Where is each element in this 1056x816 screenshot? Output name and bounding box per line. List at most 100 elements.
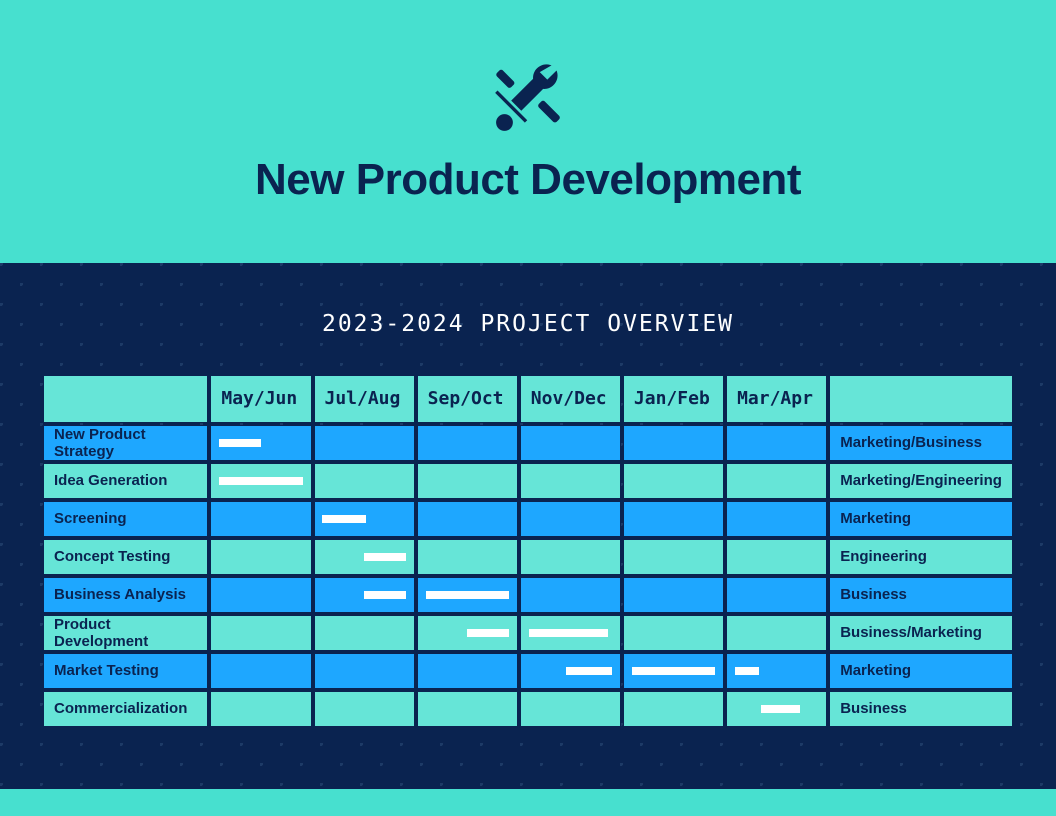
gantt-cell — [210, 577, 311, 613]
gantt-header-dept — [829, 375, 1013, 423]
gantt-cell — [210, 463, 311, 499]
gantt-cell — [210, 615, 311, 651]
gantt-dept-label: Engineering — [829, 539, 1013, 575]
gantt-cell — [623, 425, 724, 461]
gantt-cell — [417, 653, 518, 689]
gantt-cell — [726, 615, 827, 651]
gantt-dept-label: Marketing/Business — [829, 425, 1013, 461]
gantt-cell — [623, 539, 724, 575]
gantt-phase-label: Commercialization — [43, 691, 208, 727]
gantt-dept-label: Business/Marketing — [829, 615, 1013, 651]
gantt-cell — [314, 501, 415, 537]
gantt-bar — [219, 477, 302, 485]
gantt-bar — [467, 629, 509, 637]
gantt-phase-label: Market Testing — [43, 653, 208, 689]
gantt-row: Market Testing Marketing — [43, 653, 1013, 689]
gantt-row: Product Development Business/Marketing — [43, 615, 1013, 651]
gantt-cell — [520, 425, 621, 461]
gantt-cell — [623, 463, 724, 499]
gantt-cell — [726, 653, 827, 689]
gantt-cell — [417, 425, 518, 461]
gantt-cell — [726, 463, 827, 499]
gantt-header-month: Nov/Dec — [520, 375, 621, 423]
gantt-row: Idea Generation Marketing/Engineering — [43, 463, 1013, 499]
gantt-dept-label: Marketing — [829, 653, 1013, 689]
gantt-dept-label: Marketing — [829, 501, 1013, 537]
gantt-header-month: Mar/Apr — [726, 375, 827, 423]
gantt-row: Business Analysis Business — [43, 577, 1013, 613]
gantt-cell — [520, 653, 621, 689]
gantt-cell — [314, 615, 415, 651]
gantt-dept-label: Business — [829, 577, 1013, 613]
gantt-cell — [210, 425, 311, 461]
gantt-row: Screening Marketing — [43, 501, 1013, 537]
gantt-bar — [219, 439, 261, 447]
gantt-cell — [417, 501, 518, 537]
gantt-cell — [417, 615, 518, 651]
gantt-cell — [726, 539, 827, 575]
gantt-phase-label: Idea Generation — [43, 463, 208, 499]
gantt-cell — [520, 615, 621, 651]
gantt-dept-label: Business — [829, 691, 1013, 727]
gantt-bar — [364, 553, 406, 561]
gantt-phase-label: Business Analysis — [43, 577, 208, 613]
gantt-cell — [623, 653, 724, 689]
page-title: New Product Development — [255, 155, 801, 205]
gantt-cell — [726, 501, 827, 537]
gantt-bar — [632, 667, 715, 675]
gantt-cell — [726, 691, 827, 727]
gantt-row: Concept Testing Engineering — [43, 539, 1013, 575]
gantt-phase-label: New Product Strategy — [43, 425, 208, 461]
gantt-cell — [314, 653, 415, 689]
gantt-cell — [520, 463, 621, 499]
header-band: New Product Development — [0, 0, 1056, 263]
gantt-row: Commercialization Business — [43, 691, 1013, 727]
gantt-row: New Product Strategy Marketing/Business — [43, 425, 1013, 461]
gantt-cell — [210, 691, 311, 727]
gantt-header-phase — [43, 375, 208, 423]
gantt-cell — [520, 691, 621, 727]
gantt-cell — [210, 501, 311, 537]
gantt-bar — [364, 591, 406, 599]
gantt-cell — [520, 501, 621, 537]
gantt-cell — [314, 463, 415, 499]
footer-band — [0, 789, 1056, 816]
gantt-bar — [322, 515, 366, 523]
gantt-cell — [726, 577, 827, 613]
gantt-bar — [529, 629, 608, 637]
gantt-cell — [314, 539, 415, 575]
gantt-cell — [623, 615, 724, 651]
gantt-cell — [623, 501, 724, 537]
gantt-cell — [417, 539, 518, 575]
subtitle: 2023-2024 PROJECT OVERVIEW — [322, 311, 734, 337]
gantt-header-row: May/Jun Jul/Aug Sep/Oct Nov/Dec Jan/Feb … — [43, 375, 1013, 423]
content-band: 2023-2024 PROJECT OVERVIEW May/Jun Jul/A… — [0, 263, 1056, 789]
gantt-cell — [314, 577, 415, 613]
gantt-cell — [623, 577, 724, 613]
gantt-cell — [623, 691, 724, 727]
gantt-phase-label: Concept Testing — [43, 539, 208, 575]
tools-icon — [486, 57, 570, 141]
gantt-header-month: May/Jun — [210, 375, 311, 423]
gantt-cell — [520, 577, 621, 613]
gantt-cell — [210, 539, 311, 575]
gantt-header-month: Sep/Oct — [417, 375, 518, 423]
gantt-phase-label: Screening — [43, 501, 208, 537]
gantt-cell — [726, 425, 827, 461]
gantt-cell — [417, 577, 518, 613]
gantt-bar — [566, 667, 612, 675]
gantt-bar — [761, 705, 801, 713]
gantt-cell — [520, 539, 621, 575]
gantt-phase-label: Product Development — [43, 615, 208, 651]
gantt-cell — [417, 463, 518, 499]
gantt-cell — [210, 653, 311, 689]
gantt-cell — [314, 425, 415, 461]
gantt-header-month: Jul/Aug — [314, 375, 415, 423]
gantt-dept-label: Marketing/Engineering — [829, 463, 1013, 499]
gantt-bar — [735, 667, 759, 675]
gantt-cell — [314, 691, 415, 727]
gantt-chart: May/Jun Jul/Aug Sep/Oct Nov/Dec Jan/Feb … — [41, 373, 1015, 729]
gantt-cell — [417, 691, 518, 727]
gantt-bar — [426, 591, 509, 599]
gantt-header-month: Jan/Feb — [623, 375, 724, 423]
